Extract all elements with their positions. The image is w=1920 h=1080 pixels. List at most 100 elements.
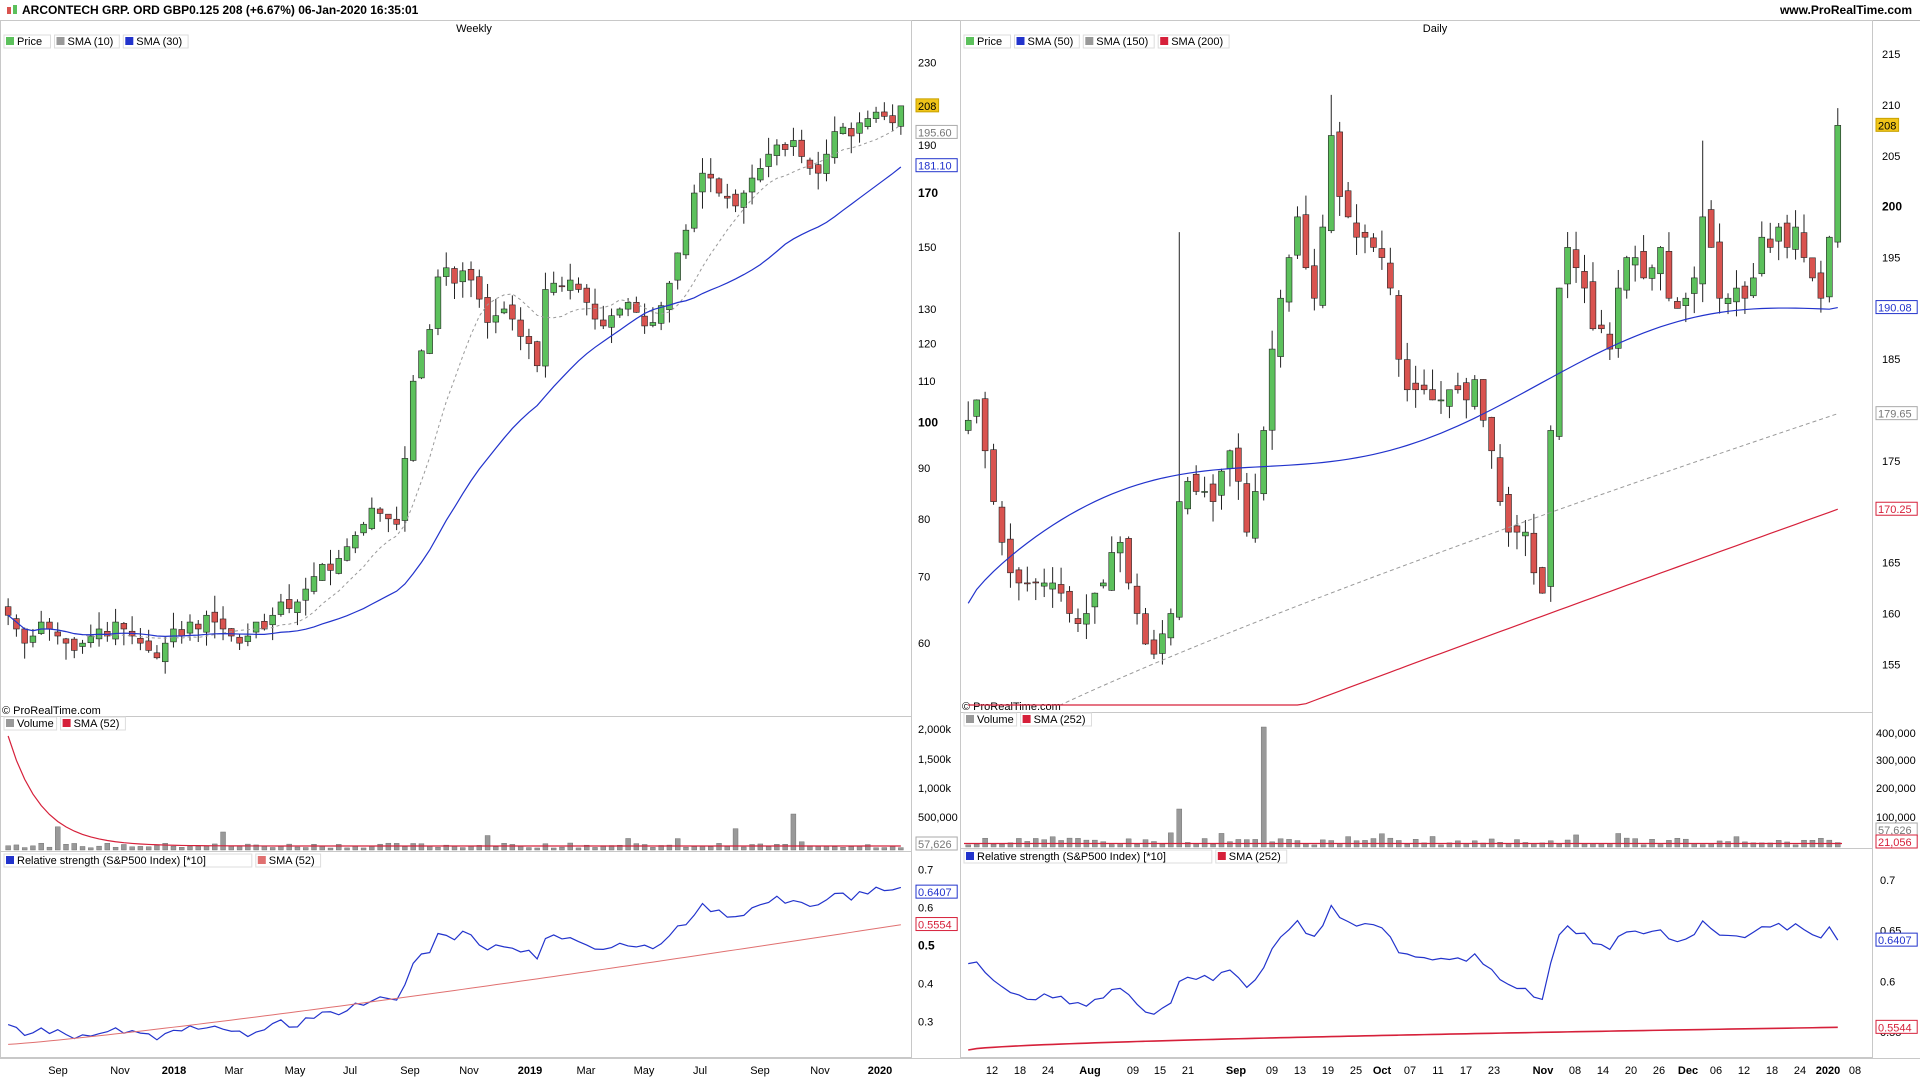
legend-swatch [6,37,14,45]
weekly-volume-bar [410,843,416,851]
daily-candle [1589,281,1597,330]
weekly-volume-sma-tag-box [915,836,958,851]
weekly-price-tick: 170 [918,186,938,200]
weekly-candle [575,283,582,290]
weekly-price-tick: 230 [918,57,936,69]
daily-rs-tick: 0.6 [1880,976,1895,988]
daily-candle [1792,226,1799,250]
daily-volume-bar [1260,726,1267,848]
daily-x-tick: Sep [1226,1065,1246,1077]
weekly-candle [71,638,78,651]
daily-candle [964,419,972,431]
weekly-candle [451,268,458,284]
weekly-rs-tick: 0.3 [918,1017,933,1029]
weekly-candle [715,178,723,194]
weekly-volume-bar [749,844,755,851]
daily-candle [1834,125,1842,243]
weekly-price-tick: 110 [918,376,936,388]
weekly-volume-bar [195,846,201,851]
weekly-price-tick: 120 [918,339,936,351]
daily-candle [1252,491,1259,539]
weekly-price-tick: 190 [918,140,936,152]
weekly-volume-bar [121,844,127,851]
weekly-volume-bar [823,845,830,851]
daily-x-tick: 11 [1432,1065,1443,1077]
daily-candle [1758,236,1766,275]
weekly-volume-bar [253,844,259,851]
daily-candle [1125,538,1132,584]
legend-swatch [6,719,14,727]
weekly-candle [757,168,764,181]
weekly-candle [195,623,202,630]
weekly-volume-bar [592,847,598,851]
weekly-rs-sma-tag: 0.5554 [918,920,952,932]
weekly-volume-bar [509,844,516,851]
daily-candle [1463,382,1470,401]
daily-volume-bar [1151,841,1157,848]
weekly-sma10-line [7,124,902,639]
weekly-volume-bar [63,844,69,851]
daily-x-tick: 07 [1404,1065,1416,1077]
daily-candle [1657,247,1664,275]
weekly-candle [781,144,789,150]
weekly-candle [252,621,260,633]
weekly-volume-bar [542,843,549,851]
daily-x-tick: 19 [1322,1065,1334,1077]
weekly-candle [426,329,433,354]
weekly-x-tick: Jul [693,1065,707,1077]
daily-volume-bar [1134,844,1140,848]
weekly-candle [608,315,615,328]
legend-swatch [966,37,974,45]
legend-label: SMA (200) [1171,36,1223,48]
legend-label: Volume [977,714,1014,726]
weekly-rs-lines [7,886,902,1045]
daily-volume-bar [1033,838,1039,848]
daily-candle [1015,569,1023,584]
weekly-candle [798,139,805,157]
daily-candle [1049,582,1056,590]
legend-box [60,716,126,731]
weekly-candle [137,637,144,644]
daily-candle [1066,590,1073,614]
weekly-rs-tag-box [915,884,958,899]
weekly-candle [112,621,119,640]
weekly-volume-bar [832,846,838,851]
daily-candle [1353,222,1360,238]
daily-candle [1403,359,1411,391]
daily-candle [1581,271,1588,289]
weekly-volume-bar [21,847,28,851]
weekly-volume-bar [55,826,61,851]
daily-candle [1488,416,1495,452]
weekly-volume-bar [493,846,499,851]
daily-candle [1370,237,1377,248]
weekly-volume-bar [443,844,449,851]
daily-candle [1750,277,1757,297]
daily-rs-tag: 0.6407 [1878,935,1912,947]
daily-volume-bar [1581,843,1588,848]
weekly-rs-legend: Relative strength (S&P500 Index) [*10] SM… [3,853,322,868]
weekly-rs-sma-tag-box [915,917,958,932]
daily-candle [1302,214,1310,269]
weekly-volume-bar [145,846,152,851]
weekly-volume-bar [360,847,367,851]
daily-candle [1412,382,1419,391]
legend-box [1082,34,1155,49]
weekly-volume-tick: 1,000k [918,783,952,795]
weekly-candle [864,118,871,127]
daily-volume-bar [1159,843,1166,848]
daily-sma-lines [967,306,1838,706]
daily-copyright: © ProRealTime.com [962,701,1061,713]
weekly-rs-sma-line [8,924,901,1045]
daily-candle [1454,385,1462,391]
legend-swatch [1160,37,1169,45]
weekly-volume-bar [856,846,863,851]
weekly-sma30-tag-box [915,158,958,173]
daily-volume-bar [1623,837,1630,848]
daily-volume-bar [1049,836,1056,848]
weekly-volume-tick: 2,000k [918,724,952,736]
weekly-candle [385,513,392,520]
daily-x-tick: 26 [1653,1065,1665,1077]
daily-volume-bar [1607,843,1613,848]
daily-candle [981,398,989,452]
daily-candle [1277,297,1284,357]
